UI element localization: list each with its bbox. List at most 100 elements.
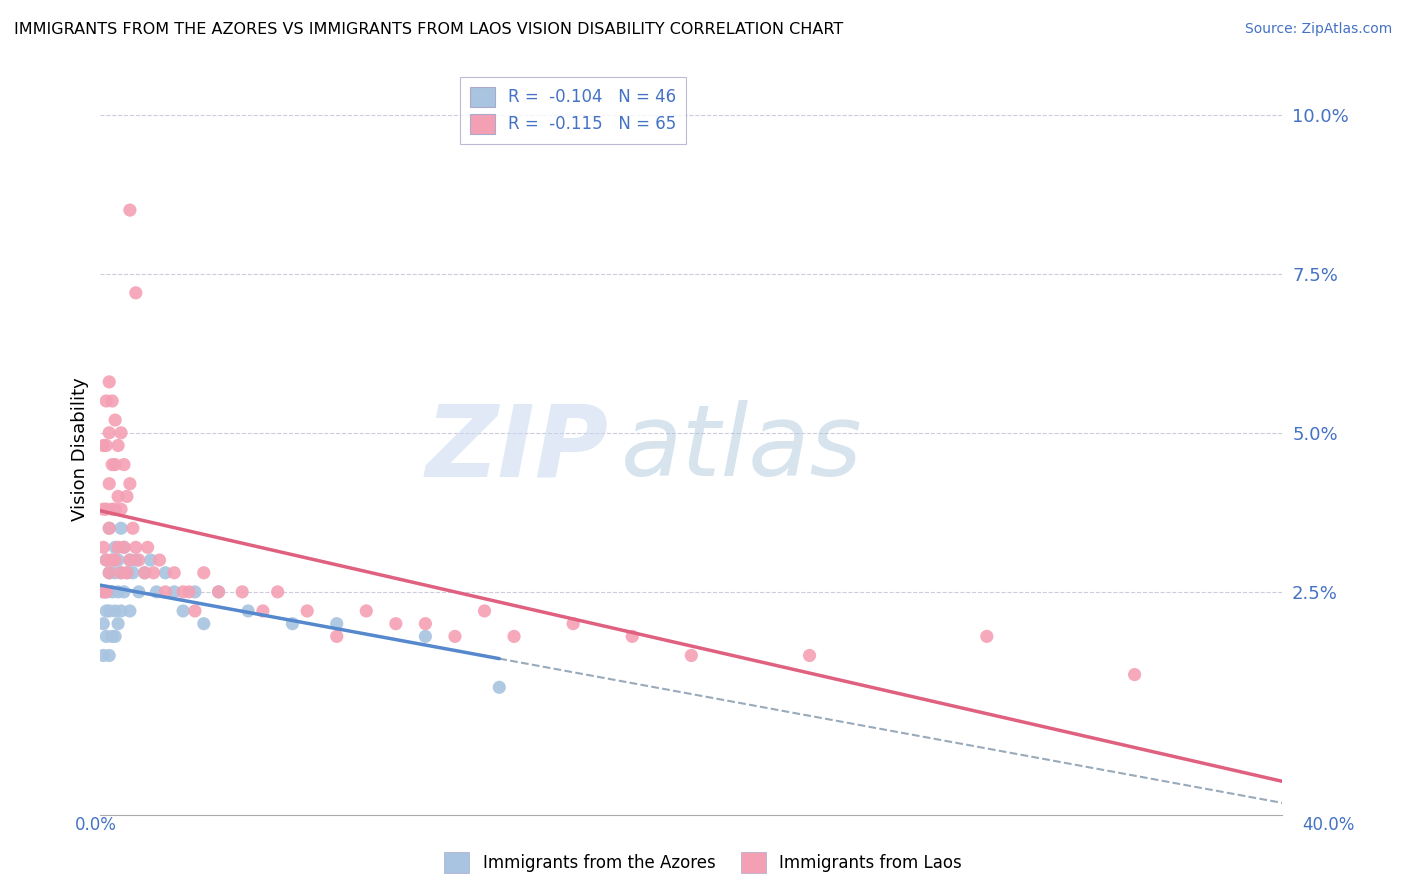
- Point: [104, 541, 127, 555]
- Point: [110, 521, 132, 535]
- Point: [326, 629, 349, 643]
- Point: [503, 629, 526, 643]
- Point: [104, 502, 127, 516]
- Point: [356, 604, 378, 618]
- Point: [98, 521, 121, 535]
- Point: [112, 585, 135, 599]
- Point: [125, 553, 148, 567]
- Point: [104, 629, 127, 643]
- Point: [172, 585, 194, 599]
- Point: [112, 541, 135, 555]
- Point: [112, 458, 135, 472]
- Point: [104, 458, 127, 472]
- Point: [101, 394, 124, 409]
- Point: [104, 604, 127, 618]
- Point: [98, 375, 121, 389]
- Point: [107, 490, 129, 504]
- Point: [115, 566, 138, 580]
- Point: [1123, 667, 1146, 681]
- Point: [98, 648, 121, 663]
- Point: [621, 629, 644, 643]
- Point: [236, 604, 259, 618]
- Point: [193, 616, 215, 631]
- Point: [107, 585, 129, 599]
- Point: [134, 566, 156, 580]
- Point: [115, 566, 138, 580]
- Point: [145, 585, 167, 599]
- Point: [799, 648, 821, 663]
- Point: [96, 438, 118, 452]
- Point: [98, 476, 121, 491]
- Point: [385, 616, 408, 631]
- Point: [488, 681, 510, 695]
- Point: [110, 566, 132, 580]
- Point: [110, 425, 132, 440]
- Point: [91, 585, 114, 599]
- Point: [91, 541, 114, 555]
- Point: [98, 425, 121, 440]
- Point: [110, 566, 132, 580]
- Point: [231, 585, 253, 599]
- Point: [207, 585, 229, 599]
- Point: [326, 616, 349, 631]
- Point: [415, 629, 437, 643]
- Point: [252, 604, 274, 618]
- Point: [148, 553, 170, 567]
- Point: [415, 616, 437, 631]
- Point: [139, 553, 162, 567]
- Point: [681, 648, 703, 663]
- Text: Source: ZipAtlas.com: Source: ZipAtlas.com: [1244, 22, 1392, 37]
- Point: [104, 413, 127, 427]
- Text: 0.0%: 0.0%: [75, 816, 117, 834]
- Text: ZIP: ZIP: [426, 401, 609, 497]
- Point: [107, 438, 129, 452]
- Point: [96, 585, 118, 599]
- Point: [155, 585, 177, 599]
- Point: [125, 541, 148, 555]
- Point: [121, 521, 143, 535]
- Point: [96, 585, 118, 599]
- Point: [101, 553, 124, 567]
- Point: [266, 585, 288, 599]
- Point: [155, 566, 177, 580]
- Point: [163, 585, 186, 599]
- Point: [121, 566, 143, 580]
- Point: [107, 616, 129, 631]
- Point: [128, 585, 150, 599]
- Point: [91, 616, 114, 631]
- Point: [110, 604, 132, 618]
- Legend: Immigrants from the Azores, Immigrants from Laos: Immigrants from the Azores, Immigrants f…: [437, 846, 969, 880]
- Point: [96, 553, 118, 567]
- Point: [101, 553, 124, 567]
- Point: [128, 553, 150, 567]
- Point: [207, 585, 229, 599]
- Point: [96, 604, 118, 618]
- Point: [96, 553, 118, 567]
- Point: [91, 648, 114, 663]
- Point: [444, 629, 467, 643]
- Point: [98, 604, 121, 618]
- Point: [115, 490, 138, 504]
- Point: [118, 553, 141, 567]
- Point: [98, 566, 121, 580]
- Point: [142, 566, 165, 580]
- Text: 40.0%: 40.0%: [1302, 816, 1355, 834]
- Point: [104, 553, 127, 567]
- Point: [98, 521, 121, 535]
- Point: [101, 502, 124, 516]
- Point: [101, 458, 124, 472]
- Point: [110, 502, 132, 516]
- Point: [184, 604, 207, 618]
- Point: [136, 541, 159, 555]
- Point: [295, 604, 318, 618]
- Point: [118, 476, 141, 491]
- Point: [193, 566, 215, 580]
- Point: [104, 566, 127, 580]
- Point: [976, 629, 998, 643]
- Point: [163, 566, 186, 580]
- Point: [96, 502, 118, 516]
- Point: [118, 604, 141, 618]
- Point: [91, 438, 114, 452]
- Point: [96, 394, 118, 409]
- Point: [91, 502, 114, 516]
